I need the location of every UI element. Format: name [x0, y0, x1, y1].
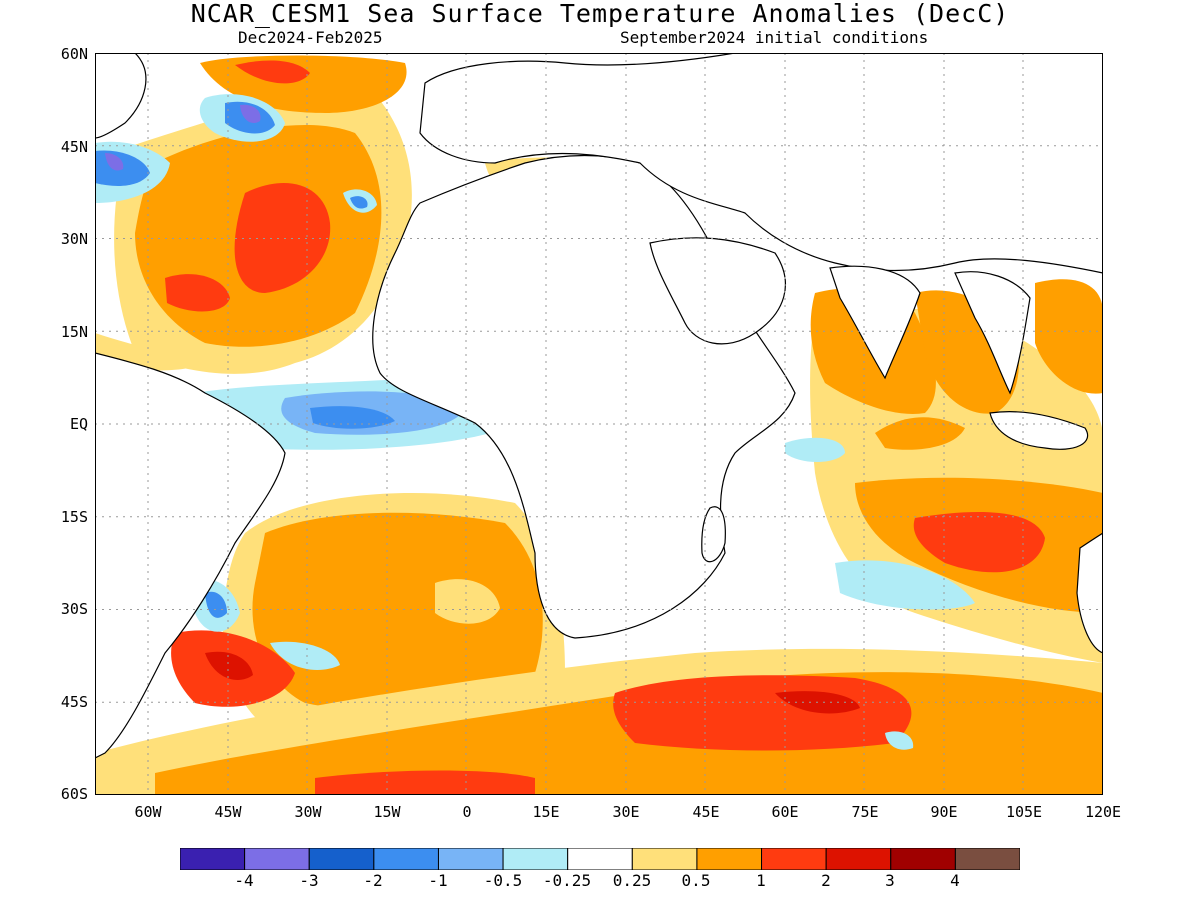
lon-label-15w: 15W [373, 803, 401, 821]
southeast-asia-landmass [954, 271, 1031, 395]
colorbar-swatch [437, 848, 504, 870]
lon-label-60e: 60E [771, 803, 799, 821]
colorbar [180, 848, 1020, 870]
lat-label-30s: 30S [60, 600, 88, 618]
lat-label-15s: 15S [60, 508, 88, 526]
india-landmass [829, 265, 921, 380]
colorbar-swatch [244, 848, 310, 870]
lon-label-120e: 120E [1084, 803, 1122, 821]
colorbar-label: 4 [950, 871, 960, 890]
indonesia-landmass [989, 411, 1089, 450]
lat-label-60n: 60N [60, 45, 88, 63]
lon-label-105e: 105E [1005, 803, 1043, 821]
lat-label-30n: 30N [60, 230, 88, 248]
lat-label-15n: 15N [60, 323, 88, 341]
colorbar-label: -4 [234, 871, 254, 890]
lon-label-30w: 30W [294, 803, 322, 821]
lat-label-eq: EQ [69, 415, 88, 433]
lon-label-90e: 90E [930, 803, 958, 821]
lon-label-45e: 45E [692, 803, 720, 821]
lon-label-60w: 60W [134, 803, 162, 821]
colorbar-label: -2 [363, 871, 383, 890]
colorbar-swatch [954, 848, 1020, 870]
colorbar-label: 0.25 [612, 871, 652, 890]
initial-conditions: September2024 initial conditions [620, 28, 929, 47]
colorbar-swatch [761, 848, 827, 870]
lon-label-45w: 45W [214, 803, 242, 821]
madagascar-landmass [701, 506, 726, 563]
colorbar-swatch [502, 848, 569, 870]
lon-label-15e: 15E [532, 803, 560, 821]
graticule [95, 53, 1103, 795]
forecast-period: Dec2024-Feb2025 [238, 28, 383, 47]
greenland-landmass [95, 53, 147, 139]
map-frame [95, 53, 1103, 795]
colorbar-swatch [180, 848, 246, 870]
colorbar-swatch [825, 848, 892, 870]
south-america-landmass [95, 352, 286, 759]
colorbar-swatch [631, 848, 698, 870]
colorbar-label: -1 [428, 871, 448, 890]
colorbar-label: -0.5 [483, 871, 523, 890]
lat-label-45s: 45S [60, 693, 88, 711]
north-atlantic-anomaly-field [95, 55, 412, 374]
southern-ocean-anomaly-field [95, 648, 1103, 795]
coastlines [95, 53, 1103, 759]
colorbar-label: 0.5 [681, 871, 711, 890]
lon-label-30e: 30E [612, 803, 640, 821]
colorbar-swatch [567, 848, 633, 870]
lat-label-45n: 45N [60, 138, 88, 156]
colorbar-swatch [696, 848, 763, 870]
lon-label-75e: 75E [851, 803, 879, 821]
colorbar-label: -3 [299, 871, 319, 890]
colorbar-swatch [890, 848, 956, 870]
map-title: NCAR_CESM1 Sea Surface Temperature Anoma… [190, 0, 1010, 28]
lon-label-0: 0 [462, 803, 472, 821]
lat-label-60s: 60S [60, 785, 88, 803]
colorbar-swatch [308, 848, 375, 870]
colorbar-label: 3 [885, 871, 895, 890]
colorbar-swatch [373, 848, 439, 870]
colorbar-label: 2 [821, 871, 831, 890]
arabia-landmass [649, 237, 786, 345]
sst-anomaly-map [95, 53, 1103, 795]
colorbar-label: -0.25 [542, 871, 592, 890]
colorbar-label: 1 [756, 871, 766, 890]
